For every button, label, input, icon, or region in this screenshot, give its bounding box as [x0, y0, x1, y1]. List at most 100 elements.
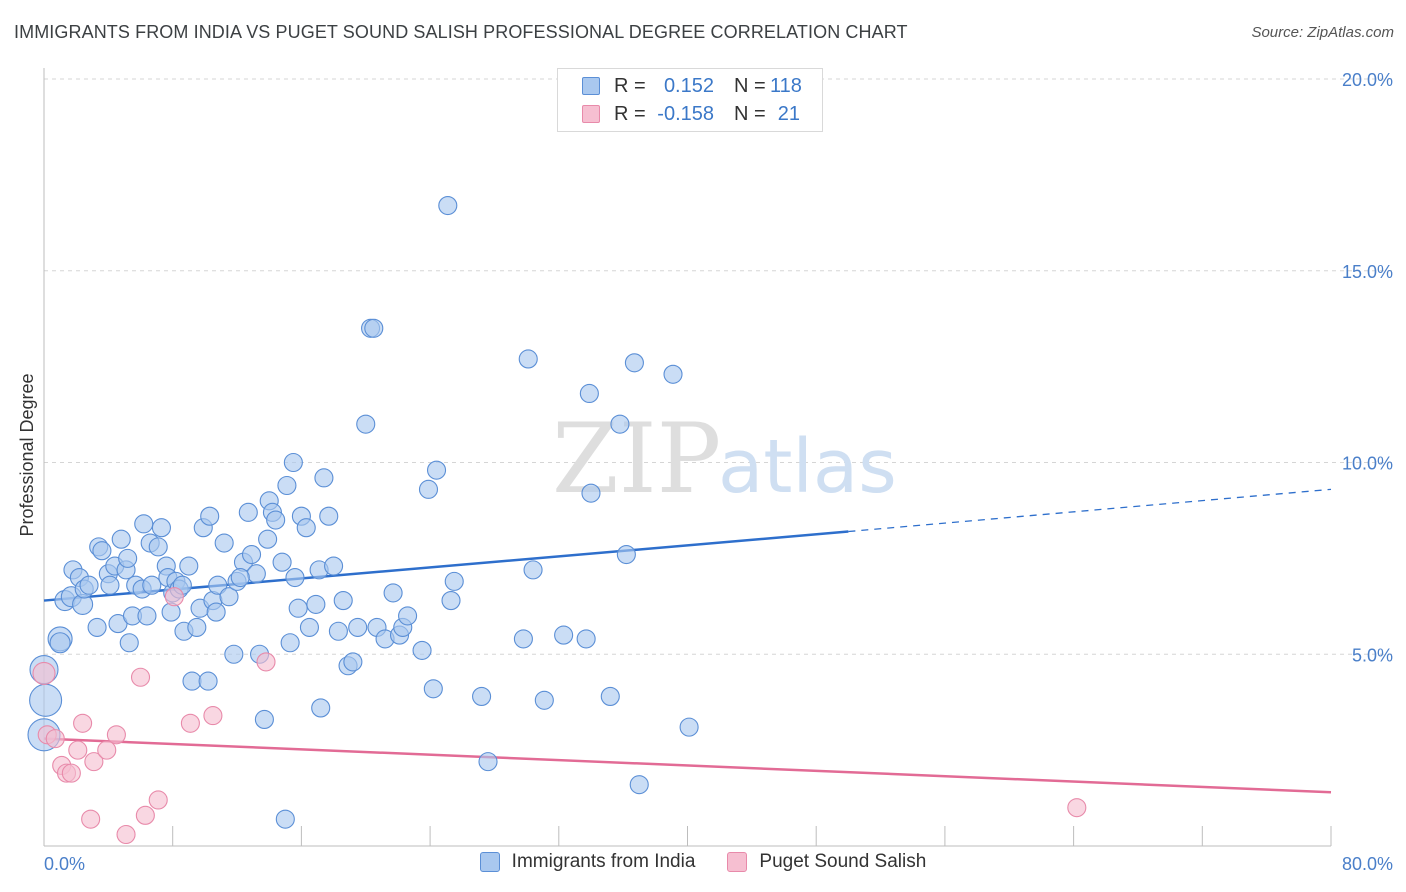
india-point	[179, 556, 199, 576]
india-point	[137, 606, 157, 626]
india-point	[272, 552, 292, 572]
india-point	[238, 502, 258, 522]
india-point	[441, 591, 461, 611]
india-point	[79, 575, 99, 595]
legend-n-value: 118	[770, 74, 802, 97]
india-point	[111, 529, 131, 549]
salish-point	[73, 713, 93, 733]
source-credit: Source: ZipAtlas.com	[1251, 24, 1394, 41]
india-point	[518, 349, 538, 369]
salish-point	[1067, 798, 1087, 818]
india-point	[285, 567, 305, 588]
india-point	[230, 567, 250, 588]
india-point	[92, 541, 112, 561]
india-point	[554, 625, 574, 645]
india-point	[182, 671, 202, 691]
india-point	[328, 621, 348, 641]
india-point	[426, 460, 447, 480]
tick-labels: 5.0% 10.0% 15.0% 20.0% 0.0% 80.0%	[44, 70, 1393, 874]
salish-point	[256, 652, 276, 672]
legend-r-label: R =	[614, 74, 646, 97]
india-point	[246, 564, 266, 584]
india-point	[398, 606, 418, 626]
y-tick-label: 15.0%	[1342, 262, 1393, 282]
salish-point	[135, 805, 155, 825]
india-point	[581, 483, 601, 503]
india-point	[629, 775, 649, 795]
india-point	[299, 617, 319, 637]
legend-item-salish[interactable]: Puget Sound Salish	[727, 851, 926, 873]
salish-point	[32, 661, 56, 685]
india-point	[198, 671, 218, 691]
india-point	[523, 560, 543, 580]
india-point	[579, 383, 599, 404]
india-point	[241, 544, 262, 565]
legend-n-label: N =	[734, 74, 766, 97]
india-point	[333, 591, 353, 611]
india-point	[219, 587, 239, 607]
salish-point	[61, 763, 81, 783]
india-point	[343, 652, 363, 672]
legend-row-salish: R = -0.158 N = 21	[582, 101, 800, 127]
salish-swatch-icon	[582, 105, 600, 123]
india-point	[324, 556, 344, 576]
india-point	[151, 518, 171, 538]
salish-point	[68, 740, 88, 760]
salish-point	[148, 790, 168, 810]
india-point	[576, 629, 596, 649]
india-point	[258, 529, 278, 549]
watermark-atlas: atlas	[718, 424, 897, 510]
india-point	[679, 717, 699, 737]
legend-item-india[interactable]: Immigrants from India	[479, 851, 696, 873]
india-point	[296, 518, 316, 538]
india-point	[314, 468, 334, 488]
india-point	[148, 537, 168, 557]
india-point	[142, 575, 162, 595]
y-tick-label: 10.0%	[1342, 454, 1393, 474]
india-point	[280, 633, 300, 653]
y-tick-label: 20.0%	[1342, 70, 1393, 90]
legend-r-label: R =	[614, 102, 646, 125]
legend-row-india: R = 0.152 N = 118	[582, 73, 802, 99]
salish-point	[106, 725, 126, 745]
stats-legend: R = 0.152 N = 118 R = -0.158 N = 21	[557, 68, 823, 132]
data-points	[27, 196, 1087, 845]
india-point	[600, 686, 620, 706]
india-point	[224, 644, 244, 664]
legend-label-india: Immigrants from India	[511, 851, 696, 872]
india-point	[283, 452, 303, 473]
india-point	[356, 414, 376, 434]
india-point	[319, 506, 339, 526]
india-point	[438, 196, 458, 216]
watermark: ZIP atlas	[552, 403, 897, 515]
india-point	[348, 617, 368, 637]
india-point	[266, 510, 286, 530]
legend-n-label: N =	[734, 102, 766, 125]
india-point	[208, 575, 228, 595]
legend-r-value: 0.152	[663, 74, 714, 97]
india-point	[513, 629, 533, 649]
india-point	[418, 479, 439, 499]
india-point	[206, 602, 226, 622]
salish-point	[81, 809, 101, 829]
india-point	[472, 686, 492, 706]
india-point	[423, 679, 443, 699]
india-point	[134, 514, 154, 534]
india-point	[214, 533, 234, 553]
india-point	[610, 414, 630, 434]
india-point	[478, 752, 498, 772]
india-legend-icon	[479, 852, 500, 872]
india-point	[161, 602, 181, 622]
axes	[43, 68, 1332, 847]
india-point	[288, 598, 308, 618]
watermark-zip: ZIP	[552, 403, 721, 515]
india-trend-extension	[848, 488, 1332, 533]
x-tick-label: 80.0%	[1342, 854, 1393, 874]
india-point	[277, 475, 297, 496]
india-point	[534, 690, 554, 710]
india-point	[87, 617, 107, 637]
india-point	[364, 318, 384, 338]
india-point	[616, 544, 636, 565]
series-legend: Immigrants from India Puget Sound Salish	[0, 851, 1406, 873]
